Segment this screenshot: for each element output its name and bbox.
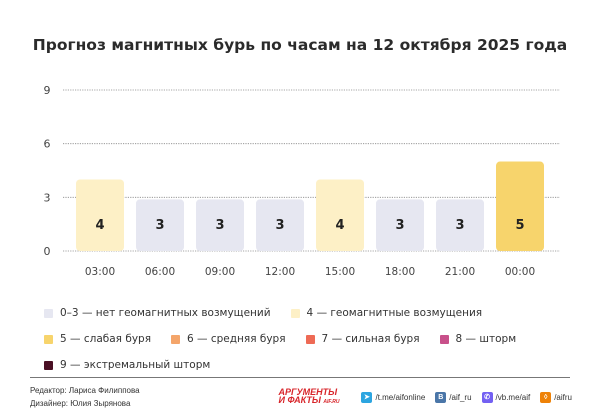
viber-icon: ✆ <box>481 391 493 403</box>
social-link-text: /aif_ru <box>449 392 472 402</box>
legend-item: 8 — шторм <box>439 333 516 345</box>
social-link[interactable]: ➤/t.me/aifonline <box>361 391 426 403</box>
chart-title: Прогноз магнитных бурь по часам на 12 ок… <box>32 36 568 54</box>
legend-swatch <box>44 360 53 370</box>
legend-item: 7 — сильная буря <box>305 333 420 345</box>
x-tick-label: 15:00 <box>325 266 355 278</box>
footer: АРГУМЕНТЫ И ФАКТЫ AIF.RU ➤/t.me/aifonline… <box>279 388 572 406</box>
social-link-text: /vb.me/aif <box>495 392 531 402</box>
legend-swatch <box>44 334 53 344</box>
vk-icon: В <box>435 391 447 403</box>
ok-icon: ◊ <box>540 391 552 403</box>
y-tick-label: 9 <box>44 84 51 97</box>
data-label: 4 <box>95 218 104 233</box>
y-tick-label: 0 <box>44 245 51 258</box>
x-tick-label: 21:00 <box>445 266 475 278</box>
bar <box>136 199 184 251</box>
y-tick-label: 3 <box>44 191 51 204</box>
bar <box>316 179 364 251</box>
legend-item: 0–3 — нет геомагнитных возмущений <box>44 307 271 319</box>
data-label: 3 <box>215 218 224 233</box>
bar <box>256 199 304 251</box>
legend-item: 9 — экстремальный шторм <box>44 359 210 371</box>
data-label: 3 <box>395 218 404 233</box>
data-label: 3 <box>275 218 284 233</box>
legend-swatch <box>44 308 53 318</box>
aif-logo[interactable]: АРГУМЕНТЫ И ФАКТЫ AIF.RU <box>278 387 340 406</box>
data-label: 3 <box>155 218 164 233</box>
social-link-text: /t.me/aifonline <box>375 392 426 402</box>
social-link[interactable]: В/aif_ru <box>435 391 472 403</box>
legend-swatch <box>171 334 181 344</box>
social-link[interactable]: ◊/aifru <box>540 391 572 403</box>
data-label: 5 <box>515 218 524 233</box>
x-tick-label: 18:00 <box>385 266 415 278</box>
bar-chart: 0 3 6 9 4 03:00 3 06:00 3 09:00 3 12:00 4 15:00 3 18:00… <box>44 84 560 278</box>
legend-item: 4 — геомагнитные возмущения <box>290 307 482 319</box>
telegram-icon: ➤ <box>361 391 373 403</box>
legend-item: 5 — слабая буря <box>44 333 151 345</box>
bar <box>376 199 424 251</box>
credits: Редактор: Лариса Филиппова Дизайнер: Юли… <box>30 384 140 410</box>
y-tick-label: 6 <box>44 138 51 151</box>
legend-item: 6 — средняя буря <box>171 333 286 345</box>
divider <box>30 377 570 378</box>
social-link-text: /aifru <box>554 392 572 402</box>
x-tick-label: 12:00 <box>265 266 295 278</box>
data-label: 4 <box>335 218 344 233</box>
bar <box>196 199 244 251</box>
bar <box>436 199 484 251</box>
social-link[interactable]: ✆/vb.me/aif <box>481 391 531 403</box>
data-label: 3 <box>455 218 464 233</box>
legend: 0–3 — нет геомагнитных возмущений 4 — гео… <box>44 300 536 378</box>
bar <box>76 179 124 251</box>
legend-swatch <box>290 308 300 318</box>
bar <box>496 161 544 251</box>
legend-swatch <box>305 334 315 344</box>
x-tick-label: 09:00 <box>205 266 235 278</box>
x-tick-label: 03:00 <box>85 266 115 278</box>
editor-credit: Редактор: Лариса Филиппова <box>30 386 140 395</box>
legend-swatch <box>439 334 449 344</box>
x-tick-label: 00:00 <box>505 266 535 278</box>
designer-credit: Дизайнер: Юлия Зырянова <box>30 399 131 408</box>
x-tick-label: 06:00 <box>145 266 175 278</box>
